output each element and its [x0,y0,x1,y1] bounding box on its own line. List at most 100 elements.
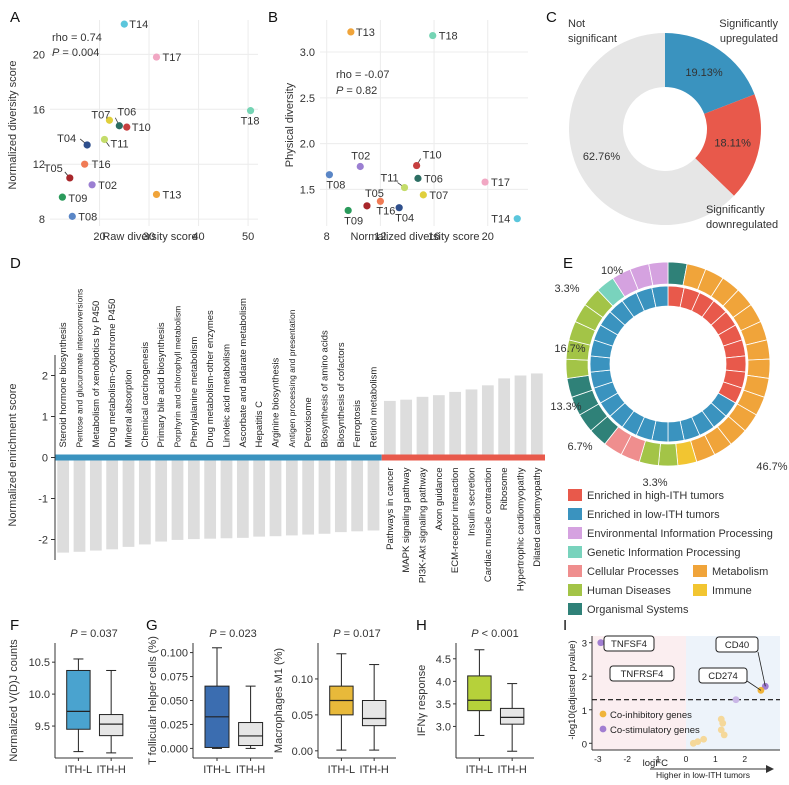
ytick-d: 0 [42,453,48,465]
panel-b-ticks: 8 12 16 20 1.5 2.0 2.5 3.0 [300,47,494,243]
box-G1 [238,722,264,747]
enrichment-bar [236,457,249,538]
point-label-B: T09 [344,215,363,227]
gene-label-box [698,667,748,684]
point-A-T05 [66,174,74,182]
donut-e-percent: 6.7% [567,441,592,453]
zero-band-low-ith [55,454,382,461]
xtick-G2: ITH-H [359,764,388,776]
legend-swatch [693,565,707,577]
enrichment-bar [57,457,70,553]
volcano-point [719,719,727,727]
enrichment-bar [351,457,364,532]
legend-swatch [568,603,582,615]
point-label-B: T11 [381,173,399,185]
donut-c-percent: 18.11% [714,138,751,150]
ytick-d: 1 [42,412,48,424]
point-label-A: T08 [78,211,97,223]
pathway-label: Drug metabolism-cytochrome P450 [107,299,118,448]
enrichment-bar [367,457,380,531]
p-number: = 0.023 [217,628,257,640]
xtick-B: 20 [482,231,494,243]
ytick-i: 0 [582,739,587,750]
point-B-T09 [344,206,352,215]
volcano-point [717,726,725,734]
enrichment-bar [253,457,266,537]
gene-label: TNFSF4 [611,639,647,650]
point-B-T05 [363,202,371,210]
point-label-A: T06 [117,107,136,119]
volcano-point [720,731,728,739]
panel-a-ticks: 20 30 40 50 8 12 16 20 [33,49,254,243]
xtick-A: 50 [242,231,254,243]
panel-a-ylabel: Normalized diversity score [7,61,19,190]
panel-e-donut: 46.7% 3.3% 6.7% 13.3% 16.7% 3.3% 10% [550,261,788,489]
point-label-A: T05 [44,163,63,175]
ytick-H: 4.5 [436,654,451,666]
volcano-point [700,735,708,743]
point-A-T02 [88,181,96,189]
xtick-i: -1 [653,754,661,764]
point-label-B: T10 [423,150,442,162]
pathway-label: Dilated cardiomyopathy [532,467,543,567]
gene-label-box [603,635,655,652]
xtick-F: ITH-H [96,764,125,776]
point-label-B: T18 [439,31,458,43]
panel-b-grid [320,20,528,226]
ytick-d: -1 [38,494,48,506]
panel-g-m1-boxplot: 0.00 0.05 0.10 ITH-L ITH-H P = 0.017 Macrophag… [273,628,396,776]
ytick-B: 2.0 [300,139,315,151]
ytick-A: 16 [33,104,45,116]
ytick-H: 4.0 [436,676,451,688]
ytick-G1: 0.000 [160,743,188,755]
enrichment-bar [498,378,511,458]
panel-c-donut: 19.13% 18.11% 62.76% [569,33,762,225]
xtick-A: 20 [93,231,105,243]
enrichment-bar [73,457,86,552]
enrichment-bar [481,385,494,458]
ylabel-H: IFNγ response [416,665,428,737]
enrichment-bar [334,457,347,533]
point-A-T11 [100,135,109,144]
panel-b-p-letter: P [336,85,344,97]
point-B-T02 [356,162,364,171]
panel-a-xlabel: Raw diversity score [102,231,197,243]
ytick-i: 2 [582,672,587,683]
pathway-label: Linoleic acid metabolism [222,344,233,448]
enrichment-bar [155,457,168,542]
point-label-B: T07 [429,190,448,202]
point-label-A: T07 [91,109,110,121]
point-label-B: T04 [395,213,414,225]
panel-letter-a: A [10,9,20,26]
p-letter: P [333,628,341,640]
donut-e-percent: 3.3% [554,283,579,295]
pathway-label: Drug metabolism-other enzymes [205,310,216,448]
enrichment-bar [285,457,298,536]
pathway-label: Antigen processing and presentation [287,309,297,447]
legend-label: Enriched in low-ITH tumors [587,509,720,521]
xtick-B: 8 [324,231,330,243]
point-label-B: T17 [491,177,510,189]
panel-h-boxplot: 3.0 3.5 4.0 4.5 ITH-L ITH-H P < 0.001 IFNγ resp… [416,628,534,776]
ytick-d: -2 [38,535,48,547]
panel-b-ylabel: Physical diversity [284,82,296,167]
xtick-i: -3 [594,754,602,764]
donut-e-percent: 10% [601,265,623,277]
panel-b-points: T13 T18 T02 T10 T08 T11 T06 T05 T16 T17 T07 T09 T04 T… [325,27,521,227]
point-A-T17 [152,53,161,61]
pathway-label: Cardiac muscle contraction [483,468,494,583]
legend-swatch [568,489,582,501]
box-F [66,669,91,730]
point-B-T18 [429,31,437,40]
panel-letter-d: D [10,255,21,272]
pie-c-label-ns-2: significant [568,33,617,45]
enrichment-bar [400,399,413,458]
point-B-T13 [347,28,355,36]
pathway-label: Pathways in cancer [385,468,396,550]
enrichment-bar [318,457,331,534]
panel-i-ylabel: -log10(adjusted pvalue) [567,640,578,739]
xtick-i: -2 [623,754,631,764]
enrichment-bar [514,375,527,458]
pathway-label: Arginine biosynthesis [271,357,282,447]
pathway-label: ECM-receptor interaction [450,467,461,573]
